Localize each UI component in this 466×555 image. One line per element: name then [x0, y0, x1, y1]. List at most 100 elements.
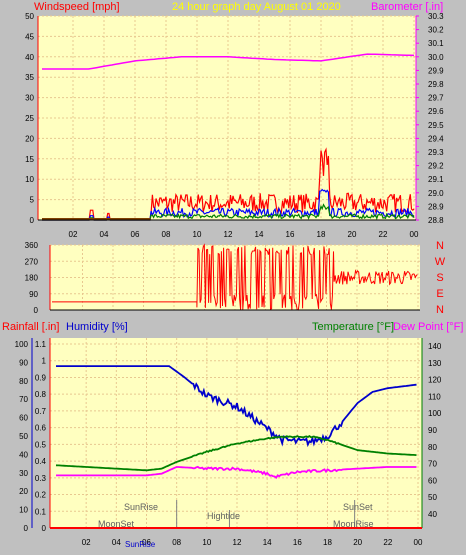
direction-tick-label: 0 [34, 306, 39, 315]
rainfall-tick-label: 0.8 [35, 390, 47, 399]
temperature-line [55, 435, 417, 472]
x-tick-label: 00 [410, 230, 419, 239]
windspeed-tick-label: 40 [25, 53, 34, 62]
rainfall-tick-label: 1.1 [35, 340, 47, 349]
x-tick-label: 08 [172, 538, 181, 547]
sunrise-label: SunRise [124, 502, 158, 512]
x-tick-label: 14 [263, 538, 272, 547]
windspeed-tick-label: 45 [25, 32, 34, 41]
x-tick-label: 08 [162, 230, 171, 239]
barometer-tick-label: 30.3 [428, 12, 444, 21]
temperature-tick-label: 120 [428, 376, 442, 385]
x-tick-label: 06 [131, 230, 140, 239]
temperature-tick-label: 60 [428, 476, 437, 485]
dewpoint-axis-label: Dew Point [°F] [393, 321, 463, 333]
humidity-tick-label: 30 [19, 469, 28, 478]
compass-label: W [435, 256, 446, 268]
rainfall-axis-label: Rainfall [.in] [2, 321, 59, 333]
barometer-tick-label: 30.1 [428, 39, 444, 48]
x-tick-label: 14 [255, 230, 264, 239]
windspeed-tick-label: 5 [30, 196, 35, 205]
x-tick-label: 20 [353, 538, 362, 547]
barometer-tick-label: 29.5 [428, 121, 444, 130]
barometer-tick-label: 29.7 [428, 94, 444, 103]
compass-label: N [436, 304, 444, 316]
barometer-tick-label: 28.8 [428, 216, 444, 225]
temperature-tick-label: 90 [428, 426, 437, 435]
temperature-tick-label: 100 [428, 409, 442, 418]
direction-tick-label: 270 [25, 257, 39, 266]
sunset-label: SunSet [343, 502, 373, 512]
humidity-tick-label: 40 [19, 450, 28, 459]
temperature-tick-label: 130 [428, 359, 442, 368]
humidity-axis-label: Humidity [%] [66, 321, 128, 333]
windspeed-tick-label: 20 [25, 134, 34, 143]
humidity-tick-label: 0 [24, 524, 29, 533]
temperature-tick-label: 70 [428, 460, 437, 469]
windspeed-tick-label: 50 [25, 12, 34, 21]
x-tick-label: 02 [69, 230, 78, 239]
rainfall-tick-label: 0.4 [35, 457, 47, 466]
rainfall-tick-label: 0.7 [35, 407, 47, 416]
barometer-tick-label: 29.0 [428, 189, 444, 198]
barometer-tick-label: 28.9 [428, 202, 444, 211]
temperature-tick-label: 80 [428, 443, 437, 452]
x-tick-label: 04 [112, 538, 121, 547]
wind-direction-line [52, 243, 418, 311]
rainfall-tick-label: 0.2 [35, 491, 47, 500]
windspeed-tick-label: 0 [30, 216, 35, 225]
temperature-tick-label: 110 [428, 392, 441, 401]
humidity-tick-label: 90 [19, 358, 28, 367]
temperature-axis-label: Temperature [°F] [312, 321, 394, 333]
x-tick-label: 22 [383, 538, 392, 547]
compass-label: S [436, 272, 443, 284]
windspeed-tick-label: 15 [25, 155, 34, 164]
x-tick-label: 18 [323, 538, 332, 547]
humidity-tick-label: 50 [19, 432, 28, 441]
windspeed-tick-label: 35 [25, 73, 34, 82]
temperature-tick-label: 140 [428, 342, 442, 351]
humidity-tick-label: 10 [19, 506, 28, 515]
windspeed-axis-label: Windspeed [mph] [34, 1, 120, 13]
barometer-tick-label: 29.1 [428, 175, 444, 184]
rainfall-tick-label: 0.3 [35, 474, 47, 483]
x-tick-label: 16 [286, 230, 295, 239]
windspeed-tick-label: 25 [25, 114, 34, 123]
x-tick-label: 04 [100, 230, 109, 239]
sunrise-bottom-label: SunRise [125, 540, 156, 549]
humidity-tick-label: 80 [19, 377, 28, 386]
rainfall-tick-label: 0.1 [35, 507, 47, 516]
humidity-tick-label: 100 [15, 340, 29, 349]
barometer-tick-label: 29.8 [428, 80, 444, 89]
compass-label: E [436, 288, 443, 300]
x-tick-label: 12 [224, 230, 233, 239]
direction-tick-label: 180 [25, 274, 39, 283]
barometer-tick-label: 30.0 [428, 53, 444, 62]
barometer-tick-label: 29.9 [428, 66, 444, 75]
barometer-tick-label: 29.3 [428, 148, 444, 157]
x-tick-label: 00 [414, 538, 423, 547]
humidity-tick-label: 20 [19, 487, 28, 496]
windspeed-tick-label: 10 [25, 175, 34, 184]
x-tick-label: 10 [202, 538, 211, 547]
temperature-tick-label: 40 [428, 510, 437, 519]
humidity-tick-label: 60 [19, 414, 28, 423]
x-tick-label: 10 [193, 230, 202, 239]
barometer-line [42, 53, 415, 70]
moonset-label: MoonSet [98, 519, 135, 529]
rainfall-tick-label: 1 [42, 357, 47, 366]
temperature-tick-label: 50 [428, 493, 437, 502]
dewpoint-line [56, 465, 417, 480]
x-tick-label: 22 [379, 230, 388, 239]
humidity-line [56, 365, 417, 448]
x-tick-label: 20 [348, 230, 357, 239]
x-tick-label: 12 [233, 538, 242, 547]
humidity-plot-area [50, 338, 422, 528]
compass-label: N [436, 240, 444, 252]
x-tick-label: 06 [142, 538, 151, 547]
hightide-label: Hightide [207, 511, 240, 521]
barometer-tick-label: 29.6 [428, 107, 444, 116]
humidity-tick-label: 70 [19, 395, 28, 404]
barometer-tick-label: 30.2 [428, 26, 444, 35]
